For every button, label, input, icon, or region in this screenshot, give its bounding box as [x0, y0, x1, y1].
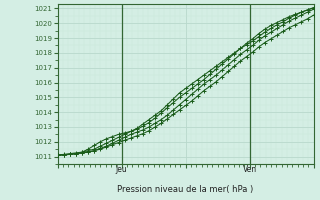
X-axis label: Pression niveau de la mer( hPa ): Pression niveau de la mer( hPa )	[117, 185, 254, 194]
Text: Jeu: Jeu	[116, 165, 127, 174]
Text: Ven: Ven	[243, 165, 257, 174]
